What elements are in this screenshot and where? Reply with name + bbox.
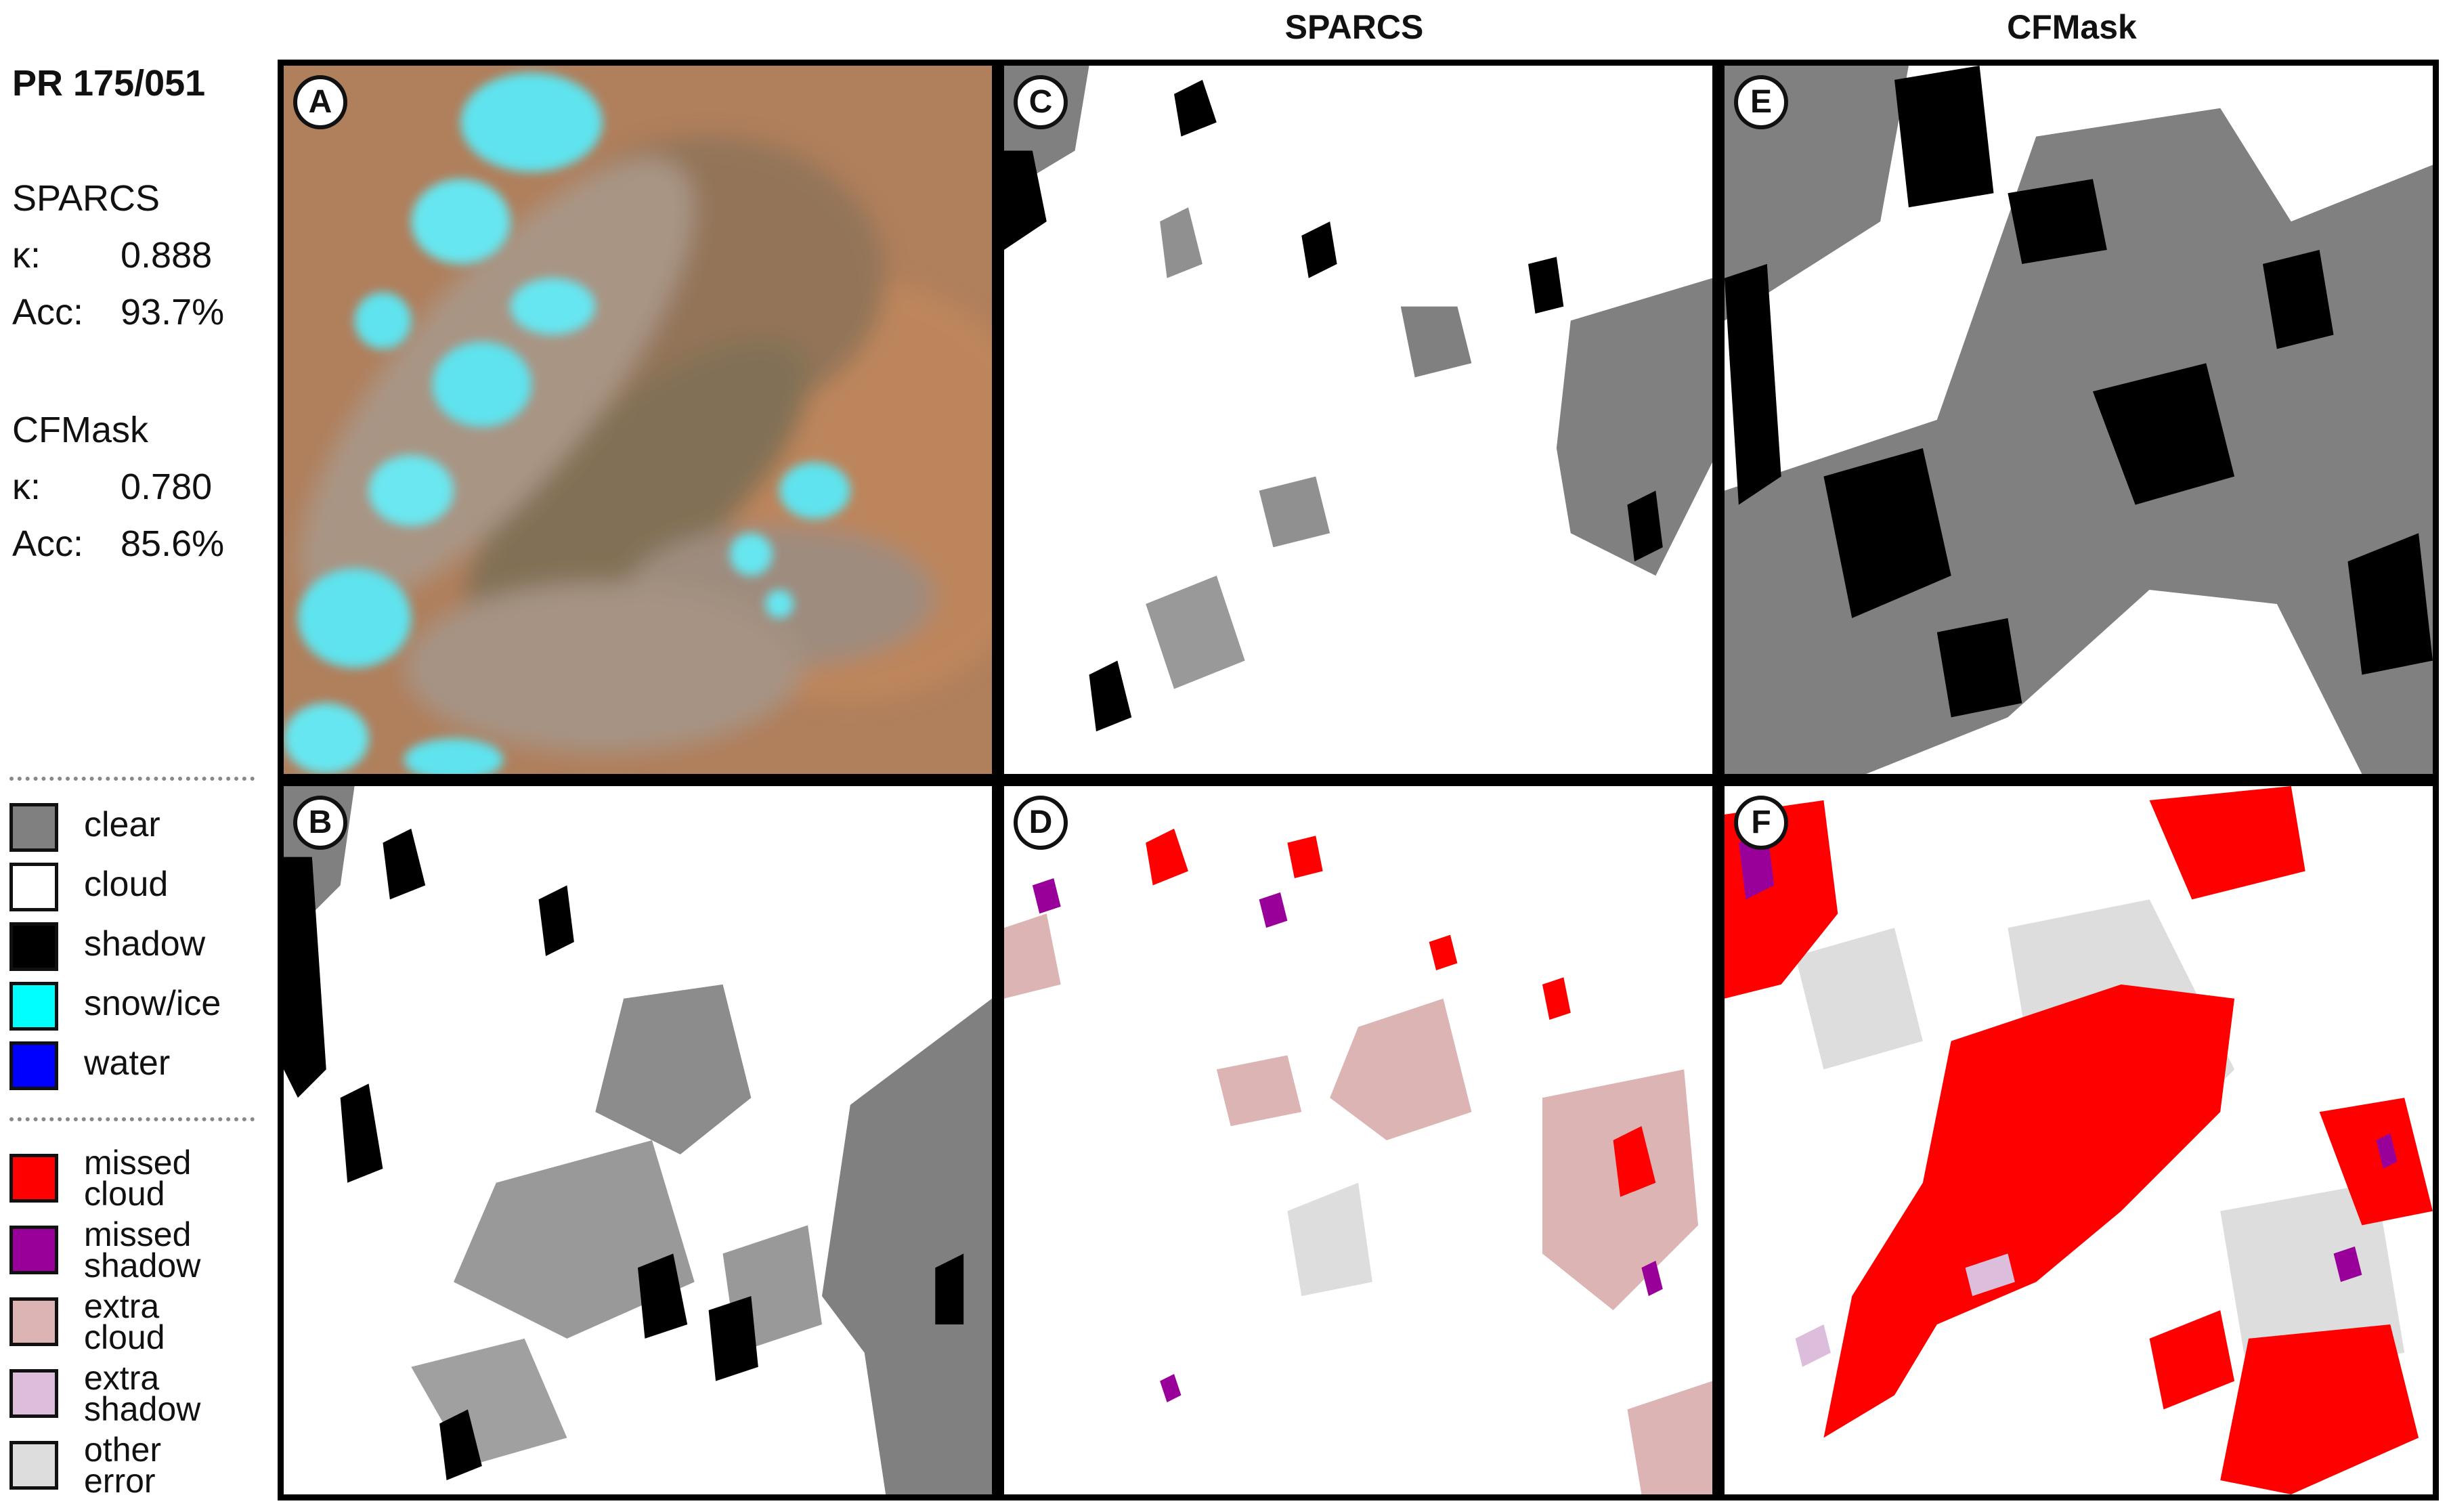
panel-c-sparcs-mask: C [998,60,1718,780]
legend-label: missed cloud [84,1144,192,1213]
error-graphic-d [1004,828,1712,1494]
legend-swatch [9,1369,58,1418]
legend-item-missed-cloud: missed cloud [9,1146,253,1211]
cfmask-kappa-value: 0.780 [121,467,213,507]
legend-item-water: water [9,1039,253,1096]
sparcs-kappa-row: κ: 0.888 [12,234,212,276]
legend-item-extra-shadow: extra shadow [9,1361,253,1426]
sidebar: PR 175/051 SPARCS κ: 0.888 Acc: 93.7% CF… [0,0,257,1512]
legend-swatch [9,803,58,852]
column-title-cfmask: CFMask [2007,8,2137,46]
legend-label: snow/ice [84,984,221,1023]
panel-b-reference-mask: B [278,780,998,1500]
panel-label-f: F [1734,796,1788,850]
legend-swatch [9,1226,58,1274]
rgb-scene-graphic [284,66,992,774]
legend-label: shadow [84,924,206,964]
panel-f-cfmask-error: F [1718,780,2439,1500]
sparcs-method-label: SPARCS [12,178,160,219]
cfmask-acc-value: 85.6% [121,523,225,564]
panel-label-b: B [293,796,347,850]
panel-a-rgb-image: A [278,60,998,780]
sparcs-acc-row: Acc: 93.7% [12,291,224,333]
cfmask-kappa-row: κ: 0.780 [12,466,212,508]
legend-item-clear: clear [9,800,253,857]
column-title-sparcs: SPARCS [1284,8,1424,46]
cfmask-method-label: CFMask [12,410,148,450]
cfmask-acc-row: Acc: 85.6% [12,523,224,565]
mask-graphic-b [284,786,992,1494]
legend-item-snow-ice: snow/ice [9,979,253,1036]
legend-label: extra shadow [84,1359,201,1428]
legend-label: other error [84,1431,161,1500]
legend-swatch [9,1041,58,1090]
panel-e-cfmask-mask: E [1718,60,2439,780]
legend-label: cloud [84,865,169,904]
sparcs-kappa-value: 0.888 [121,235,213,276]
legend-swatch [9,922,58,971]
panel-label-c: C [1014,75,1068,129]
error-graphic-f [1725,786,2433,1494]
legend-label: missed shadow [84,1215,201,1284]
kappa-label: κ: [12,235,41,276]
legend-item-missed-shadow: missed shadow [9,1217,253,1282]
panel-label-d: D [1014,796,1068,850]
legend-swatch [9,1297,58,1346]
mask-graphic-c [1004,66,1712,732]
legend-swatch [9,982,58,1031]
panel-label-e: E [1734,75,1788,129]
legend-divider-bottom [9,1117,255,1121]
legend-item-cloud: cloud [9,860,253,917]
legend-item-shadow: shadow [9,920,253,976]
legend-label: water [84,1043,171,1083]
panel-d-sparcs-error: D [998,780,1718,1500]
legend-label: extra cloud [84,1287,165,1356]
legend-label: clear [84,805,160,844]
acc-label: Acc: [12,523,84,564]
mask-graphic-e [1725,66,2433,774]
legend-swatch [9,1154,58,1203]
legend-item-other-error: other error [9,1433,253,1498]
acc-label: Acc: [12,292,84,332]
legend-divider-top [9,777,255,781]
legend-swatch [9,863,58,911]
panel-label-a: A [293,75,347,129]
legend-swatch [9,1441,58,1490]
kappa-label: κ: [12,467,41,507]
sparcs-acc-value: 93.7% [121,292,225,332]
scene-label: PR 175/051 [12,63,206,104]
legend-item-extra-cloud: extra cloud [9,1289,253,1354]
